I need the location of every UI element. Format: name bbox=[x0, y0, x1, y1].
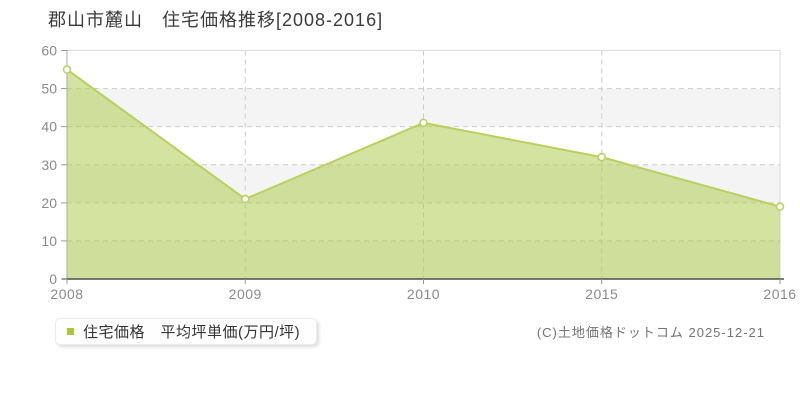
data-points bbox=[62, 65, 785, 211]
data-point-2010 bbox=[419, 118, 428, 128]
y-axis-labels: 0 10 20 30 40 50 60 bbox=[41, 43, 57, 288]
x-tick-label: 2008 bbox=[50, 286, 83, 302]
y-tick-label: 40 bbox=[41, 119, 57, 135]
legend-series-label: 住宅価格 平均坪単価(万円/坪) bbox=[83, 324, 301, 341]
x-tick-label: 2009 bbox=[229, 286, 262, 302]
chart-title: 郡山市麓山 住宅価格推移[2008-2016] bbox=[48, 10, 384, 30]
price-trend-chart: 0 10 20 30 40 50 60 2008 2009 2010 2015 2016 bbox=[41, 43, 796, 303]
x-tick-label: 2016 bbox=[763, 286, 796, 302]
area-fill bbox=[67, 69, 780, 280]
y-tick-label: 20 bbox=[41, 195, 57, 211]
area-series bbox=[67, 69, 780, 280]
data-point-2008 bbox=[62, 65, 72, 74]
x-axis bbox=[62, 278, 784, 284]
data-point-2015 bbox=[597, 152, 606, 162]
data-point-2016 bbox=[775, 202, 785, 211]
x-tick-label: 2010 bbox=[407, 286, 440, 302]
copyright-notice: (C)土地価格ドットコム 2025-12-21 bbox=[536, 325, 765, 340]
legend-series-marker-icon bbox=[67, 328, 74, 335]
y-tick-label: 50 bbox=[41, 81, 57, 97]
legend: 住宅価格 平均坪単価(万円/坪) bbox=[55, 318, 318, 345]
x-tick-label: 2015 bbox=[585, 286, 618, 302]
data-point-2009 bbox=[241, 194, 250, 204]
y-axis-ticks bbox=[61, 50, 67, 280]
y-tick-label: 10 bbox=[41, 233, 57, 249]
x-axis-labels: 2008 2009 2010 2015 2016 bbox=[50, 286, 796, 302]
y-tick-label: 30 bbox=[41, 157, 57, 173]
y-tick-label: 60 bbox=[41, 43, 57, 59]
y-tick-label: 0 bbox=[49, 271, 57, 287]
